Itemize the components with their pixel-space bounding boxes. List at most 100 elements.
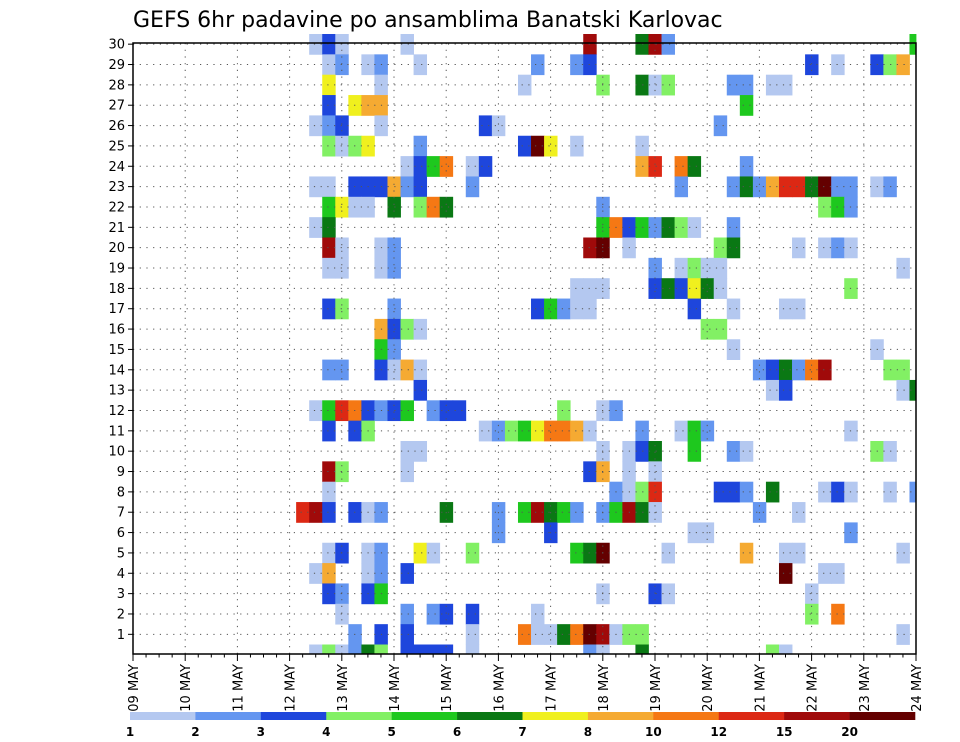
heatmap-cell (713, 115, 728, 137)
heatmap-cell (648, 278, 662, 299)
heatmap-cell (674, 217, 689, 238)
heatmap-cell (687, 298, 702, 320)
heatmap-cell (700, 318, 715, 340)
heatmap-cell (570, 54, 584, 76)
heatmap-cell (583, 542, 597, 564)
heatmap-cell (322, 502, 336, 523)
heatmap-cell (635, 135, 649, 157)
heatmap-cell (831, 196, 845, 218)
y-tick-label: 13 (108, 384, 125, 399)
y-tick-label: 27 (108, 99, 125, 114)
heatmap-cell (896, 257, 910, 279)
y-tick-label: 3 (117, 587, 125, 602)
heatmap-cell (896, 54, 910, 76)
heatmap-cell (387, 298, 401, 320)
y-tick-label: 6 (117, 526, 125, 541)
heatmap-cell (583, 54, 597, 76)
heatmap-cell (700, 420, 715, 442)
x-tick-label: 22 MAY (806, 664, 821, 712)
legend-color-swatch (784, 712, 850, 720)
heatmap-cell (818, 237, 832, 259)
x-tick-label: 20 MAY (701, 664, 716, 712)
legend-label: 4 (322, 725, 330, 739)
heatmap-cell (335, 54, 349, 76)
y-tick-label: 25 (108, 139, 125, 154)
heatmap-cell (387, 339, 401, 360)
legend-label: 3 (257, 725, 265, 739)
heatmap-cell (400, 461, 414, 483)
heatmap-cell (726, 339, 741, 360)
heatmap-cell (831, 54, 845, 76)
y-tick-label: 8 (117, 485, 125, 500)
heatmap-cell (674, 420, 689, 442)
heatmap-cell (831, 237, 845, 259)
heatmap-cell (648, 156, 662, 177)
heatmap-cell (322, 95, 336, 116)
y-tick-label: 26 (108, 119, 125, 134)
heatmap-cell (726, 217, 741, 238)
heatmap-cell (322, 257, 336, 279)
heatmap-cell (413, 176, 428, 198)
x-tick-label: 11 MAY (231, 664, 246, 712)
x-tick-label: 14 MAY (388, 664, 403, 712)
heatmap-cell (739, 74, 754, 96)
heatmap-cell (426, 156, 441, 177)
x-tick-label: 16 MAY (492, 664, 507, 712)
heatmap-cell (818, 176, 832, 198)
heatmap-cell (648, 583, 662, 605)
heatmap-cell (400, 400, 414, 422)
heatmap-cell (570, 278, 584, 299)
y-tick-label: 16 (108, 323, 125, 338)
heatmap-cell (583, 644, 597, 655)
heatmap-cell (726, 441, 741, 462)
heatmap-cell (909, 379, 917, 401)
y-tick-label: 10 (108, 445, 125, 460)
x-tick-label: 17 MAY (545, 664, 560, 712)
heatmap-cell (531, 603, 545, 625)
heatmap-cell (322, 583, 336, 605)
heatmap-cell (792, 176, 806, 198)
heatmap-cell (648, 461, 662, 483)
x-axis: 09 MAY 10 MAY 11 MAY 12 MAY 13 MAY 14 MAY 15 M… (127, 654, 925, 712)
heatmap-cell (335, 298, 349, 320)
heatmap-cell (557, 298, 571, 320)
heatmap-cell (583, 34, 597, 55)
x-tick-label: 15 MAY (440, 664, 455, 712)
color-legend: 1 2 3 4 5 6 7 8 10 12 15 20 (126, 712, 916, 739)
heatmap-cell (570, 135, 584, 157)
legend-label: 8 (584, 725, 592, 739)
heatmap-cell (661, 34, 675, 55)
heatmap-cell (818, 563, 832, 584)
heatmap-cell (322, 420, 336, 442)
heatmap-cell (517, 624, 532, 645)
heatmap-cell (726, 176, 741, 198)
heatmap-cell (635, 156, 649, 177)
chart-title: GEFS 6hr padavine po ansamblima Banatski… (133, 8, 723, 33)
y-tick-label: 17 (108, 302, 125, 317)
heatmap-cell (413, 54, 428, 76)
heatmap-cell (739, 542, 754, 564)
heatmap-cell (465, 603, 480, 625)
y-tick-label: 28 (108, 78, 125, 93)
heatmap-cell (661, 542, 675, 564)
y-tick-label: 1 (117, 628, 125, 643)
heatmap-cell (778, 542, 793, 564)
legend-label: 5 (387, 725, 395, 739)
heatmap-cell (752, 176, 767, 198)
heatmap-cell (400, 441, 414, 462)
y-tick-label: 23 (108, 180, 125, 195)
heatmap-cell (831, 481, 845, 503)
heatmap-cell (687, 156, 702, 177)
heatmap-cell (439, 400, 454, 422)
heatmap-cell (322, 461, 336, 483)
heatmap-cell (491, 115, 506, 137)
heatmap-cell (322, 237, 336, 259)
heatmap-cell (765, 359, 780, 381)
heatmap-cell (583, 278, 597, 299)
heatmap-cell (322, 542, 336, 564)
heatmap-cell (413, 318, 428, 340)
y-tick-label: 20 (108, 241, 125, 256)
heatmap-cell (661, 583, 675, 605)
y-tick-label: 21 (108, 221, 125, 236)
